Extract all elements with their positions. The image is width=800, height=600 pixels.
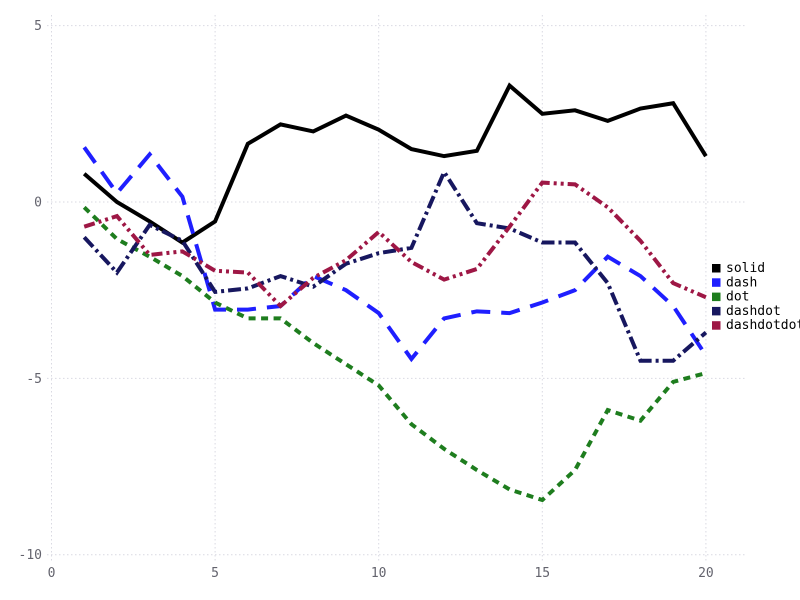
y-axis-tick-label: -10 bbox=[19, 548, 42, 563]
series-line-dash bbox=[82, 146, 708, 363]
legend-label-solid: solid bbox=[726, 261, 765, 276]
legend-swatch-dashdot bbox=[712, 306, 721, 316]
series-line-dashdot bbox=[82, 167, 708, 363]
y-axis-tick-label: 0 bbox=[34, 196, 42, 211]
x-axis-tick-label: 5 bbox=[211, 566, 219, 581]
legend-swatch-solid bbox=[712, 264, 721, 273]
gridlines bbox=[47, 15, 745, 562]
y-axis-tick-label: -5 bbox=[26, 372, 42, 387]
legend-swatch-dot bbox=[712, 292, 721, 302]
legend-label-dashdotdot: dashdotdot bbox=[726, 318, 800, 333]
axis-tick-labels: 0 5 10 15 20 5 0 -5 -10 bbox=[19, 19, 714, 581]
x-axis-tick-label: 15 bbox=[534, 566, 550, 581]
legend-swatch-dashdotdot bbox=[712, 321, 721, 330]
series-line-solid bbox=[82, 82, 708, 245]
y-axis-tick-label: 5 bbox=[34, 19, 42, 34]
legend-label-dot: dot bbox=[726, 290, 749, 305]
series-line-dashdotdot bbox=[83, 180, 707, 309]
legend-swatch-dash bbox=[712, 278, 721, 287]
x-axis-tick-label: 20 bbox=[698, 566, 714, 581]
legend-label-dash: dash bbox=[726, 275, 757, 290]
legend-label-dashdot: dashdot bbox=[726, 304, 781, 319]
x-axis-tick-label: 10 bbox=[371, 566, 387, 581]
x-axis-tick-label: 0 bbox=[48, 566, 56, 581]
series-line-dot bbox=[82, 205, 707, 503]
